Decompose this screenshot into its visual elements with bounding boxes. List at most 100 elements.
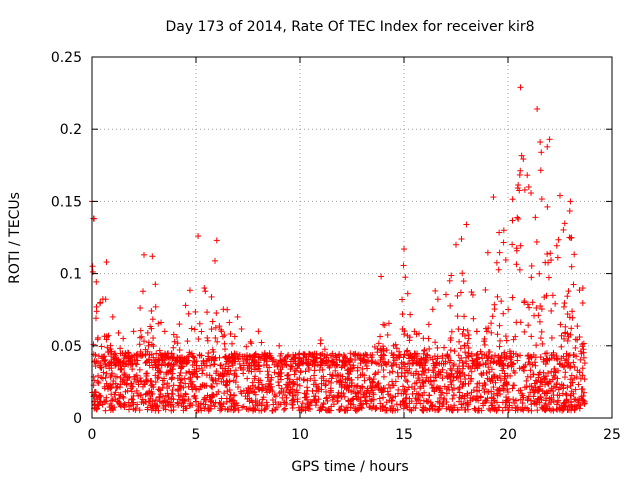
data-point [347,350,354,357]
data-point [175,400,182,407]
data-point [533,238,540,245]
data-point [133,387,140,394]
data-point [161,328,168,335]
data-point [444,352,451,359]
data-point [482,399,489,406]
data-point [156,368,163,375]
data-point [564,293,571,300]
data-point [526,355,533,362]
data-point [515,215,522,222]
data-point [485,405,492,412]
data-point [301,351,308,358]
data-point [283,362,290,369]
data-point [260,385,267,392]
data-point [264,389,271,396]
data-point [510,360,517,367]
data-point [104,344,111,351]
data-point [191,393,198,400]
data-point [528,190,535,197]
data-point [146,362,153,369]
data-point [446,277,453,284]
data-point [447,335,454,342]
data-point [393,401,400,408]
data-point [178,385,185,392]
data-point [289,399,296,406]
data-point [579,300,586,307]
data-point [318,375,325,382]
data-point [517,396,524,403]
data-point [572,336,579,343]
data-point [494,399,501,406]
data-point [133,351,140,358]
data-point [495,404,502,411]
data-point [230,355,237,362]
data-point [338,403,345,410]
data-point [133,372,140,379]
data-point [574,323,581,330]
data-point [537,139,544,146]
data-point [184,359,191,366]
data-point [473,328,480,335]
data-point [215,388,222,395]
data-point [142,346,149,353]
data-point [497,377,504,384]
data-point [401,373,408,380]
data-point [525,407,532,414]
data-point [185,353,192,360]
data-point [311,372,318,379]
data-point [193,373,200,380]
data-point [470,394,477,401]
data-point [399,383,406,390]
data-point [89,263,96,270]
data-point [117,345,124,352]
data-point [318,380,325,387]
data-point [397,401,404,408]
data-point [454,367,461,374]
data-point [449,407,456,414]
data-point [226,395,233,402]
data-point [290,380,297,387]
data-point [506,353,513,360]
data-point [464,340,471,347]
data-point [346,377,353,384]
data-point [537,335,544,342]
data-point [121,369,128,376]
data-point [327,371,334,378]
data-point [231,333,238,340]
data-point [424,398,431,405]
data-point [560,226,567,233]
data-point [115,356,122,363]
data-point [447,302,454,309]
data-point [326,364,333,371]
data-point [150,334,157,341]
data-point [108,397,115,404]
data-point [137,305,144,312]
data-point [310,353,317,360]
data-point [98,364,105,371]
data-point [252,373,259,380]
data-point [522,362,529,369]
x-tick-label: 10 [291,427,309,443]
data-point [109,313,116,320]
data-point [567,235,574,242]
data-point [383,347,390,354]
data-point [581,376,588,383]
data-point [415,396,422,403]
data-point [447,357,454,364]
data-point [283,394,290,401]
data-point [322,381,329,388]
data-point [389,378,396,385]
data-point [447,365,454,372]
data-point [548,334,555,341]
data-point [403,395,410,402]
data-point [537,393,544,400]
data-point [432,407,439,414]
data-point [90,341,97,348]
data-point [214,338,221,345]
data-point [521,299,528,306]
data-point [160,381,167,388]
data-point [488,366,495,373]
data-point [513,319,520,326]
data-point [158,352,165,359]
data-point [554,254,561,261]
